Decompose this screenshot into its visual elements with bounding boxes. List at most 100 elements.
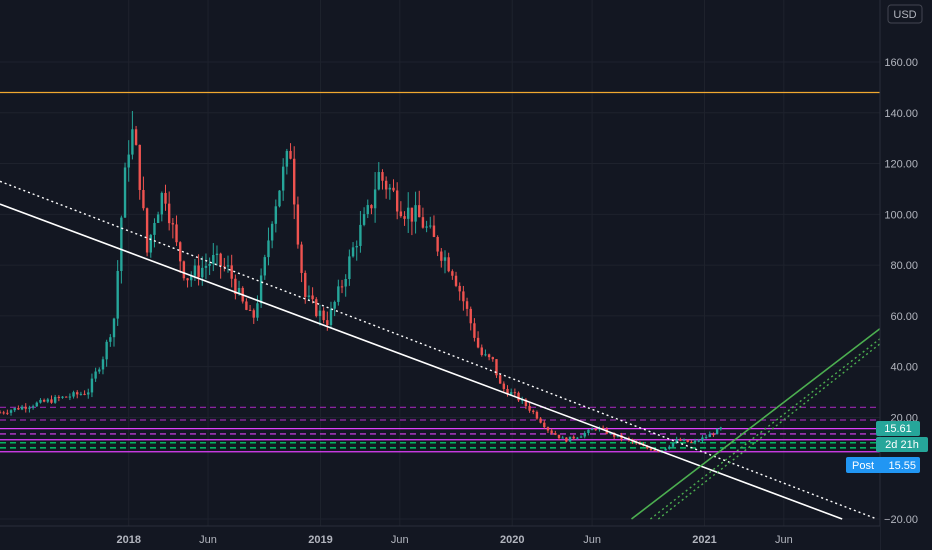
candle-body xyxy=(101,359,105,370)
candle-body xyxy=(561,437,564,439)
candle-body xyxy=(443,257,447,261)
candle-body xyxy=(712,434,715,436)
candle-body xyxy=(432,225,436,237)
candle-body xyxy=(403,216,406,219)
candle-body xyxy=(311,295,314,300)
candle-body xyxy=(528,405,531,411)
candle-body xyxy=(480,347,483,355)
candle-body xyxy=(458,285,461,292)
candle-body xyxy=(237,287,241,295)
candle-body xyxy=(524,399,528,406)
candle-body xyxy=(204,265,208,268)
trendline[interactable] xyxy=(657,343,881,520)
candle-body xyxy=(476,337,480,348)
x-tick-label: 2021 xyxy=(692,534,716,546)
candle-body xyxy=(274,206,278,224)
candle-body xyxy=(76,392,79,395)
post-market-badge: Post 15.55 xyxy=(846,457,920,473)
candle-body xyxy=(94,371,97,379)
candle-body xyxy=(53,396,57,403)
candle-body xyxy=(359,224,362,246)
candle-body xyxy=(579,436,583,438)
countdown-label: 2d 21h xyxy=(885,439,919,451)
candle-body xyxy=(473,323,476,338)
candle-body xyxy=(127,154,130,168)
trendline[interactable] xyxy=(649,338,881,520)
candle-body xyxy=(568,436,572,442)
candle-body xyxy=(671,442,675,447)
candle-body xyxy=(28,407,31,409)
candle-body xyxy=(186,278,189,281)
candle-body xyxy=(484,354,487,356)
last-price-label: 15.61 xyxy=(884,423,912,435)
candle-body xyxy=(223,266,226,268)
trendline[interactable] xyxy=(0,180,878,520)
candle-body xyxy=(285,150,289,167)
candle-body xyxy=(212,254,215,264)
candle-body xyxy=(123,167,127,218)
candle-body xyxy=(362,214,366,225)
candle-body xyxy=(248,309,252,311)
candle-body xyxy=(454,275,458,286)
candle-body xyxy=(134,129,138,145)
currency-button[interactable]: USD xyxy=(887,4,923,24)
candle-body xyxy=(175,224,178,243)
candle-body xyxy=(145,208,149,253)
candle-body xyxy=(414,205,417,222)
candle-body xyxy=(498,375,502,384)
grid-lines xyxy=(0,0,880,526)
candle-body xyxy=(701,437,704,441)
trendlines xyxy=(0,180,881,520)
candle-body xyxy=(259,275,263,304)
candle-body xyxy=(296,204,300,245)
candle-body xyxy=(440,251,443,261)
y-tick-label: 120.00 xyxy=(884,159,918,171)
candle-body xyxy=(679,439,682,441)
y-tick-label: 60.00 xyxy=(890,311,918,323)
candle-body xyxy=(384,180,388,190)
candle-body xyxy=(495,359,498,376)
candle-body xyxy=(329,308,333,326)
candle-body xyxy=(83,393,86,395)
candle-body xyxy=(539,418,542,423)
candle-body xyxy=(447,257,450,272)
candle-body xyxy=(675,439,678,443)
candle-body xyxy=(293,158,296,205)
candle-body xyxy=(153,222,156,235)
candle-body xyxy=(704,437,708,439)
candle-body xyxy=(307,295,311,297)
post-label: Post xyxy=(852,460,874,472)
x-tick-label: 2019 xyxy=(308,534,332,546)
candle-body xyxy=(491,357,494,360)
y-tick-label: 100.00 xyxy=(884,209,918,221)
candle-body xyxy=(42,399,46,402)
candle-body xyxy=(326,320,329,326)
candle-body xyxy=(219,253,222,267)
candle-body xyxy=(226,265,230,267)
candle-body xyxy=(535,411,539,419)
candle-body xyxy=(697,440,700,442)
x-tick-label: 2020 xyxy=(500,534,524,546)
candle-body xyxy=(13,408,16,411)
candle-body xyxy=(270,223,274,241)
candle-body xyxy=(256,303,259,318)
candle-body xyxy=(653,450,656,452)
candle-body xyxy=(418,205,421,218)
candle-body xyxy=(587,429,590,434)
candle-body xyxy=(105,341,108,360)
time-axis-panel[interactable] xyxy=(0,526,880,550)
candle-body xyxy=(234,278,237,295)
candle-body xyxy=(193,265,197,276)
candle-body xyxy=(318,310,322,317)
time-axis-ticks: 2018 Jun 2019 Jun 2020 Jun 2021 Jun xyxy=(116,534,792,546)
trendline[interactable] xyxy=(631,327,881,520)
candle-body xyxy=(252,310,255,318)
candle-body xyxy=(171,223,175,225)
candle-body xyxy=(164,192,167,204)
candle-body xyxy=(142,189,145,209)
trendline[interactable] xyxy=(0,203,843,520)
candle-body xyxy=(355,245,358,248)
candle-body xyxy=(509,392,513,395)
candle-body xyxy=(245,301,248,310)
